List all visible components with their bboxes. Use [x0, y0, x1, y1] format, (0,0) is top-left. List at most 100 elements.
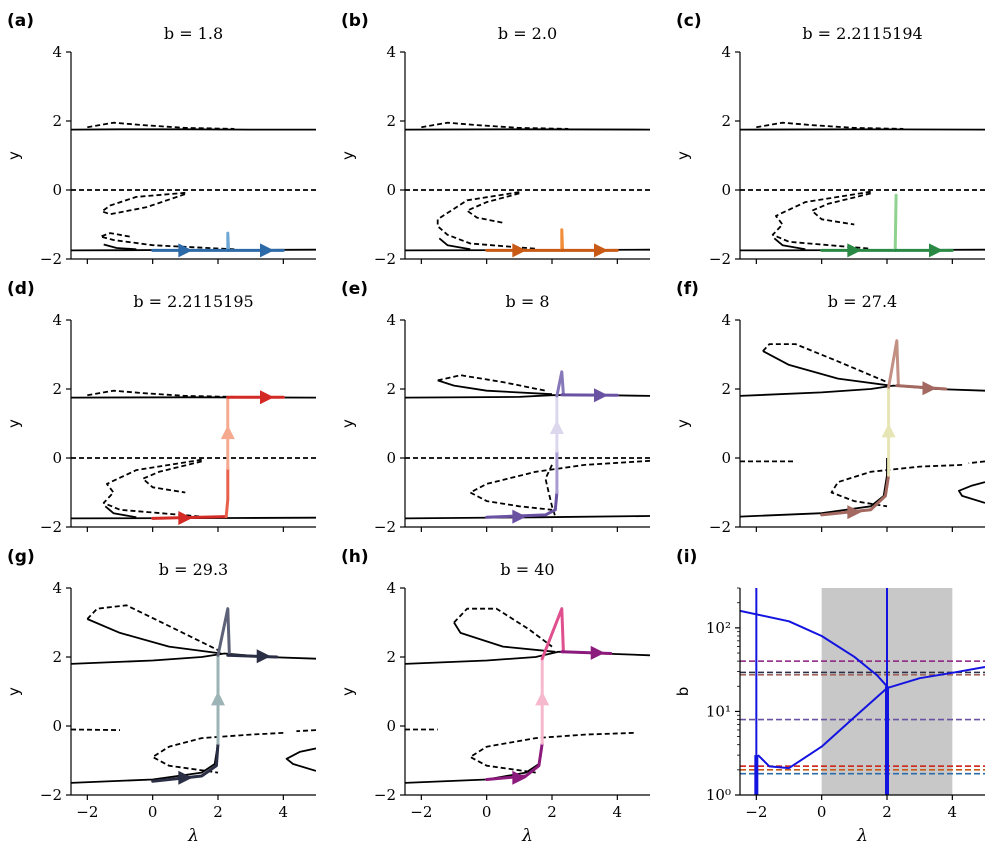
stable-branch-1 [86, 618, 222, 655]
trajectory-arrow-1 [260, 243, 274, 258]
x-tick-label: 2 [547, 803, 557, 821]
trajectory-segment-2 [216, 607, 231, 657]
trajectory-arrow-1 [535, 691, 550, 706]
panel-label: (d) [7, 279, 35, 299]
plot-area [405, 370, 650, 524]
stable-branch-2 [438, 237, 471, 251]
panel-f: −2 0 2 4 y (f) b = 27.4 [674, 279, 985, 536]
trajectory-segment-0 [485, 491, 559, 519]
y-tick-label: 0 [52, 449, 62, 467]
trajectory-arrow-1 [929, 243, 943, 258]
stable-branch-2 [740, 458, 888, 518]
unstable-branch-2 [436, 191, 536, 250]
trajectory-arrow-2 [260, 390, 274, 405]
y-axis-label: y [339, 419, 357, 428]
trajectory-segment-2 [540, 607, 565, 661]
panel-c: −2 0 2 4 y (c) b = 2.2115194 [674, 11, 985, 268]
y-tick-label: 10⁰ [706, 786, 731, 804]
unstable-branch-2 [469, 459, 650, 511]
panel-h: −2 0 2 4 −2 0 2 4 y λ (h) b = 40 [339, 547, 650, 846]
unstable-branch-3 [141, 460, 202, 494]
y-tick-label: 2 [721, 112, 731, 130]
trajectory-arrow-2 [256, 649, 271, 664]
x-axis-label: λ [187, 826, 199, 846]
stable-branch-1 [71, 516, 316, 520]
stable-branch-1 [453, 622, 556, 653]
y-tick-label: −2 [374, 518, 396, 536]
unstable-branch-3 [830, 464, 963, 508]
trajectory-arrow-2 [590, 645, 605, 660]
unstable-branch-2 [469, 732, 634, 774]
y-tick-label: 4 [52, 43, 62, 61]
y-tick-label: 2 [386, 648, 396, 666]
panel-title: b = 29.3 [159, 560, 228, 579]
x-tick-label: 4 [948, 803, 958, 821]
trajectory-segment-0 [820, 473, 891, 517]
trajectory-segment-0 [151, 741, 220, 783]
y-axis-label: y [5, 151, 23, 160]
trajectory-arrow-1 [220, 425, 235, 440]
y-tick-label: 0 [721, 449, 731, 467]
stable-branch-0 [71, 652, 316, 665]
unstable-branch-2 [296, 729, 316, 733]
trajectory-segment-1 [224, 466, 230, 519]
panel-label: (g) [7, 547, 35, 567]
plot-area [71, 121, 316, 258]
plot-area [405, 121, 650, 258]
panel-label: (h) [341, 547, 369, 567]
y-tick-label: 4 [386, 311, 396, 329]
x-tick-label: 4 [613, 803, 623, 821]
y-tick-label: 2 [52, 380, 62, 398]
unstable-branch-0 [453, 607, 553, 648]
y-tick-label: 2 [52, 648, 62, 666]
unstable-branch-2 [968, 460, 985, 465]
unstable-branch-2 [771, 190, 871, 250]
plot-area [740, 339, 985, 520]
trajectory-segment-1 [893, 193, 898, 252]
unstable-branch-0 [762, 343, 888, 383]
panel-title: b = 2.2115195 [133, 292, 253, 311]
y-tick-label: −2 [40, 518, 62, 536]
stable-branch-3 [285, 747, 316, 772]
unstable-branch-0 [437, 374, 546, 392]
panel-label: (a) [7, 11, 34, 31]
trajectory-arrow-2 [922, 381, 937, 396]
panel-a: −2 0 2 4 y (a) b = 1.8 [5, 11, 316, 268]
y-tick-label: 4 [52, 579, 62, 597]
y-tick-label: 4 [386, 579, 396, 597]
trajectory-arrow-1 [211, 691, 225, 706]
panel-i: −2 0 2 4 10⁰ 10¹ 10² b λ (i) [674, 547, 985, 846]
unstable-branch-0 [421, 121, 569, 130]
y-tick-label: 0 [386, 449, 396, 467]
y-tick-label: 0 [52, 181, 62, 199]
panel-title: b = 1.8 [164, 24, 223, 43]
y-tick-label: 2 [386, 112, 396, 130]
x-tick-label: 0 [482, 803, 492, 821]
trajectory-arrow-0 [178, 511, 193, 526]
y-tick-label: −2 [40, 250, 62, 268]
unstable-branch-0 [87, 121, 235, 130]
stable-branch-0 [740, 384, 985, 397]
panel-g: −2 0 2 4 −2 0 2 4 y λ (g) b = 29.3 [5, 547, 316, 846]
unstable-branch-0 [86, 604, 219, 651]
stable-branch-2 [773, 237, 806, 251]
y-axis-label: y [674, 151, 692, 160]
panel-label: (e) [341, 279, 368, 299]
x-tick-label: 0 [148, 803, 158, 821]
y-tick-label: 4 [721, 43, 731, 61]
y-tick-label: 10¹ [706, 702, 731, 720]
stable-branch-2 [437, 379, 553, 396]
trajectory-segment-1 [560, 228, 564, 252]
y-tick-label: 4 [52, 311, 62, 329]
y-tick-label: 2 [52, 112, 62, 130]
trajectory-arrow-0 [178, 243, 193, 258]
y-tick-label: 0 [386, 717, 396, 735]
stable-branch-0 [405, 650, 650, 665]
x-tick-label: 2 [882, 803, 892, 821]
panel-label: (i) [676, 547, 697, 567]
y-axis-label: y [5, 687, 23, 696]
y-tick-label: 2 [386, 380, 396, 398]
unstable-branch-3 [811, 192, 871, 226]
trajectory-segment-2 [887, 339, 900, 389]
